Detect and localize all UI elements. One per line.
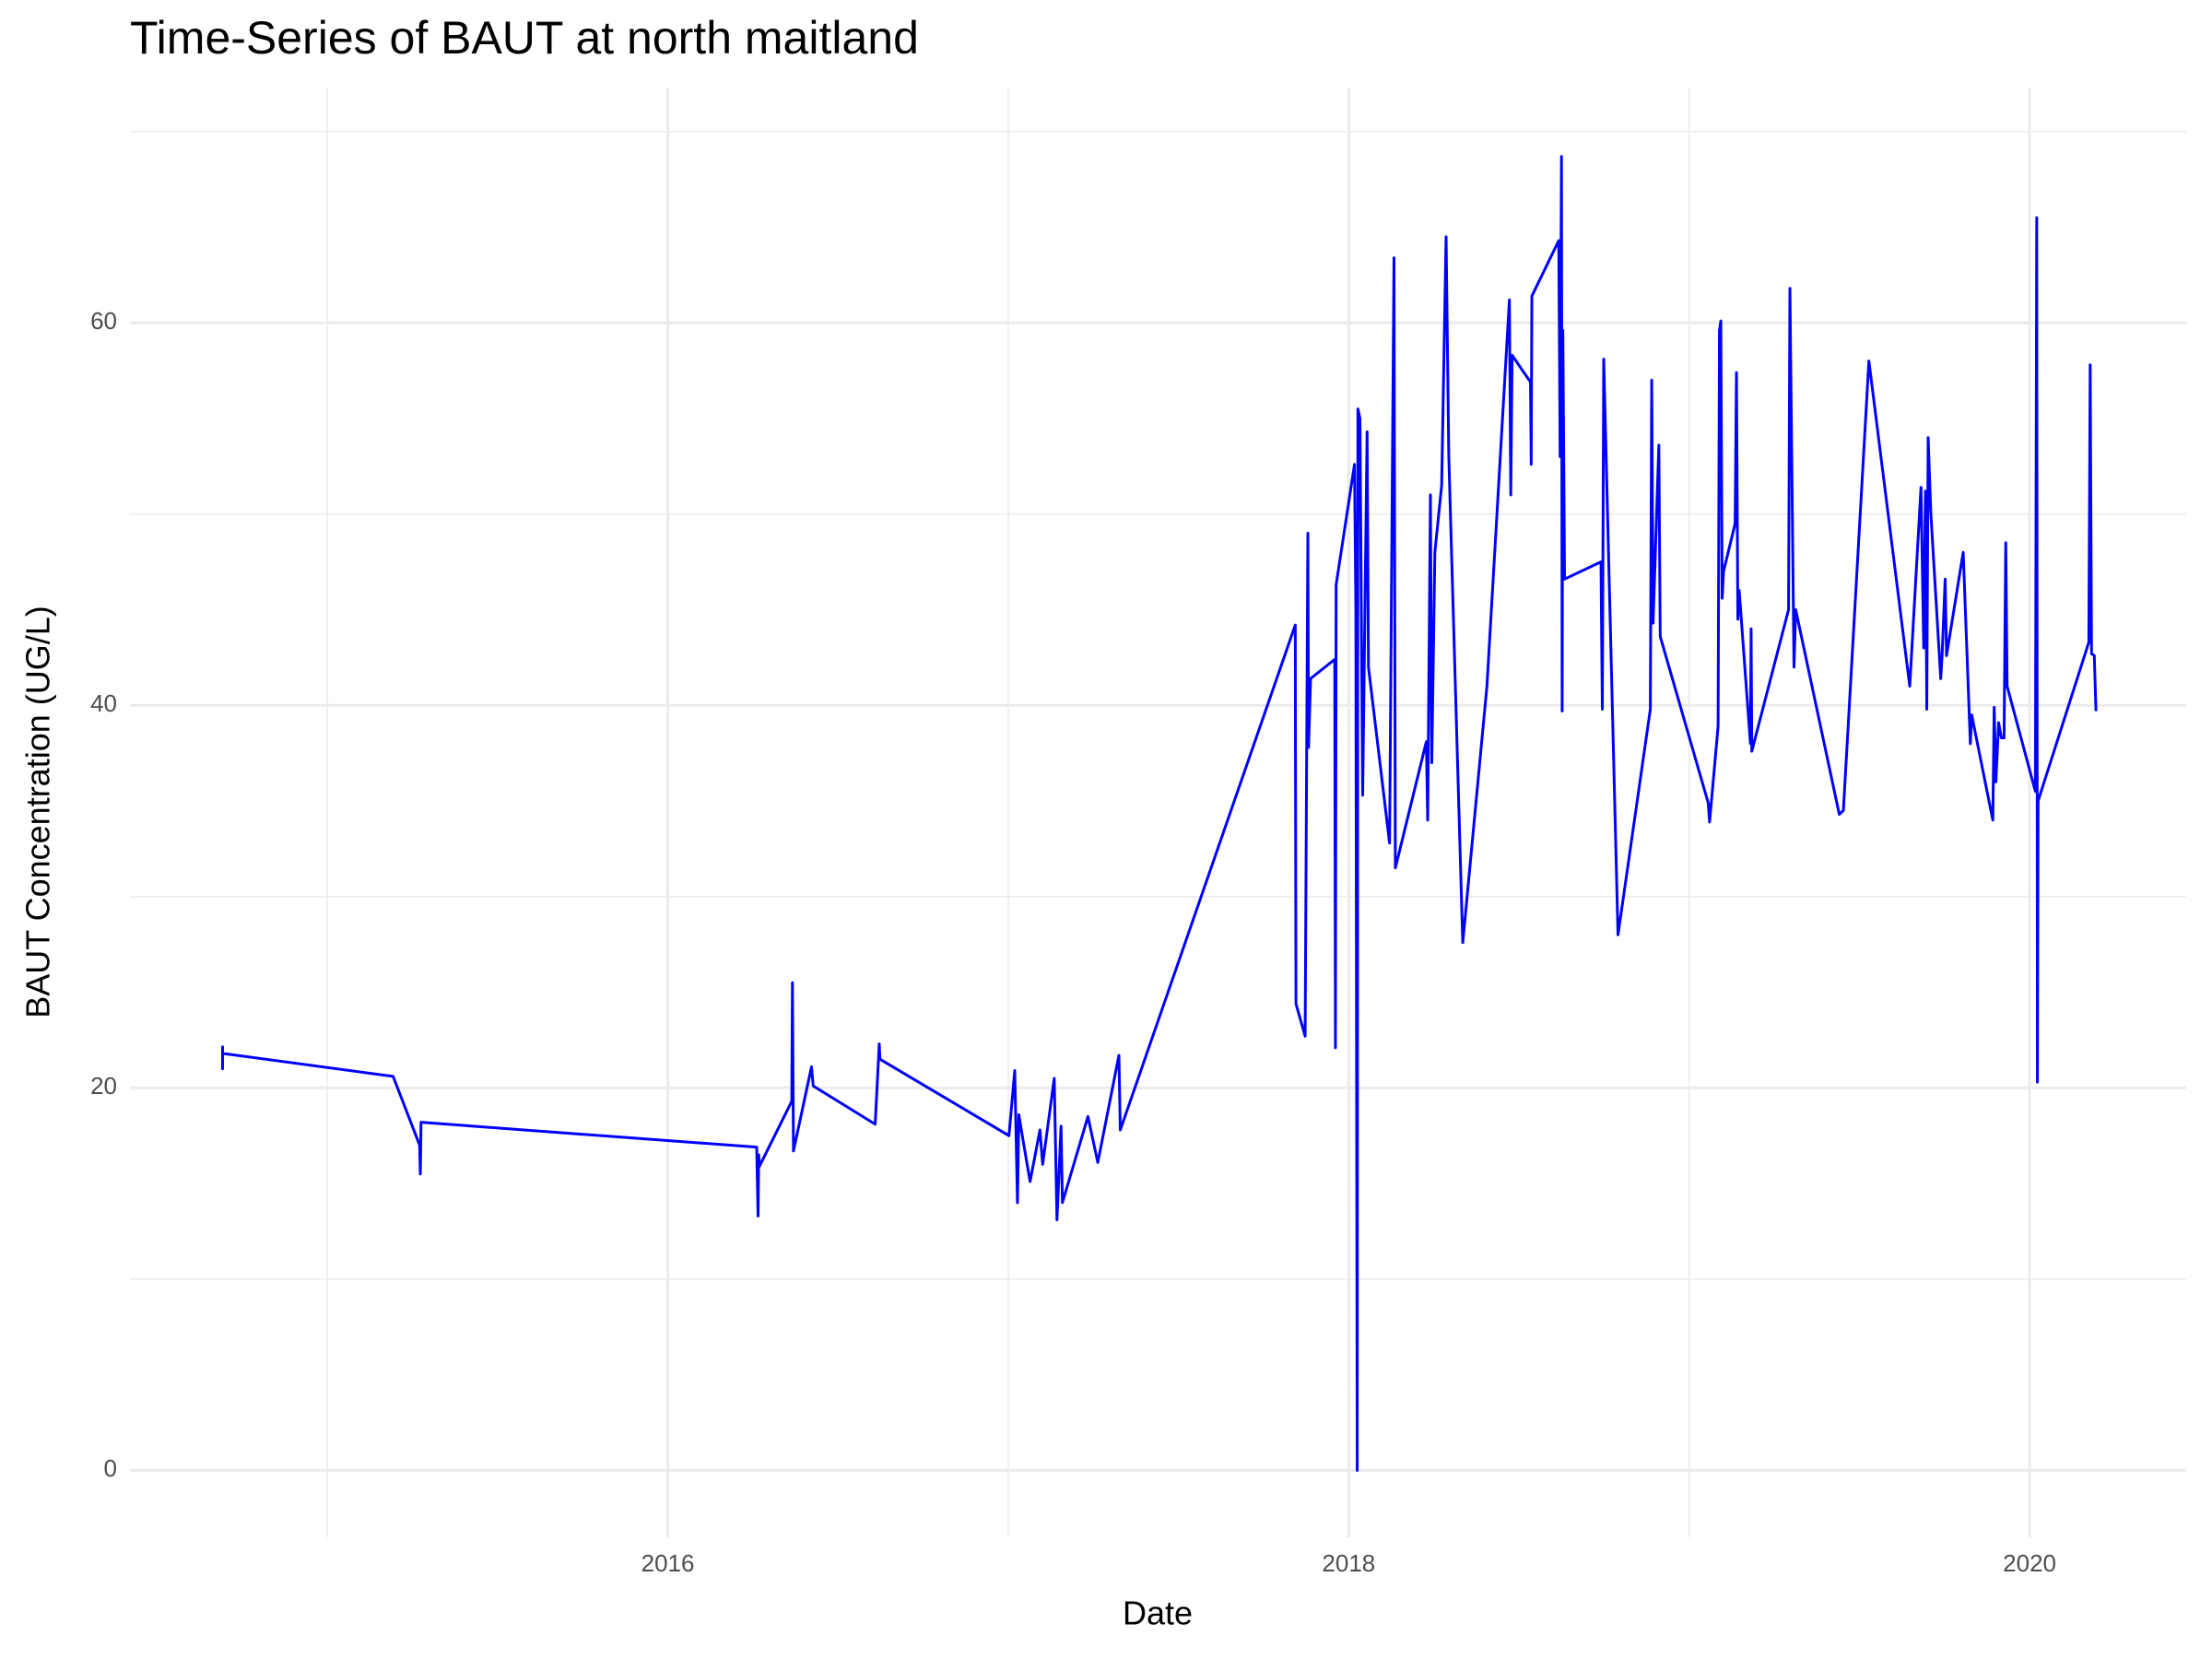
data-line: [220, 155, 2098, 1472]
y-axis-title: BAUT Concentration (UG/L): [19, 606, 57, 1018]
x-tick-label: 2018: [1322, 1549, 1375, 1577]
y-tick-label: 20: [90, 1072, 117, 1100]
y-tick-label: 0: [104, 1454, 117, 1482]
x-axis-title: Date: [1123, 1594, 1193, 1632]
y-tick-label: 40: [90, 689, 117, 717]
y-tick-label: 60: [90, 307, 117, 335]
x-tick-label: 2016: [641, 1549, 695, 1577]
x-tick-label: 2020: [2003, 1549, 2056, 1577]
chart-title: Time-Series of BAUT at north maitland: [130, 12, 919, 64]
